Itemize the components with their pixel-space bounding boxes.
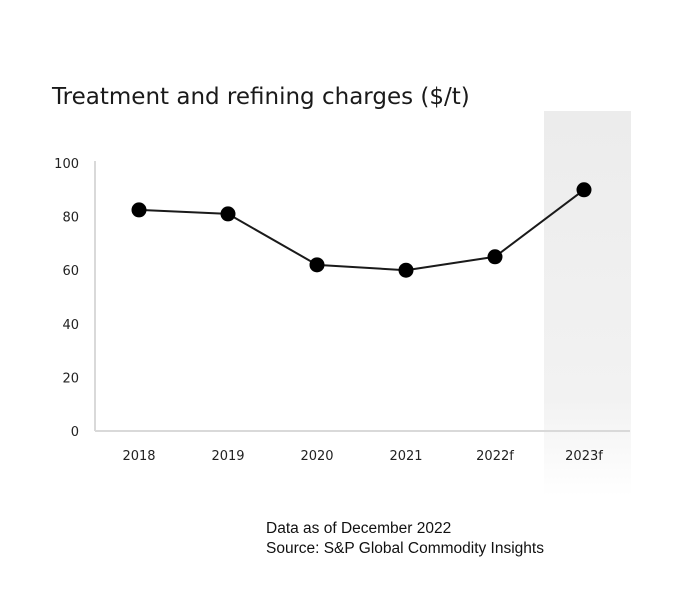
data-point-2021: [398, 262, 414, 278]
x-tick-label-2020: 2020: [300, 449, 333, 464]
x-tick-label-2021: 2021: [389, 449, 422, 464]
data-point-2019: [220, 206, 236, 222]
series-line-0: [138, 189, 585, 272]
chart-title: Treatment and refining charges ($/t): [52, 84, 470, 110]
forecast-highlight-band: [544, 111, 631, 496]
data-point-2023f: [576, 182, 592, 198]
x-tick-label-2022f: 2022f: [476, 449, 514, 464]
y-tick-label-40: 40: [62, 318, 79, 333]
y-tick-label-60: 60: [62, 264, 79, 279]
data-point-2022f: [487, 249, 503, 265]
y-tick-label-80: 80: [62, 211, 79, 226]
x-tick-label-2018: 2018: [122, 449, 155, 464]
data-point-2020: [309, 257, 325, 273]
y-tick-label-0: 0: [71, 425, 79, 440]
y-tick-label-20: 20: [62, 371, 79, 386]
chart-footnote: Data as of December 2022 Source: S&P Glo…: [266, 519, 544, 559]
x-tick-label-2023f: 2023f: [565, 449, 603, 464]
y-tick-label-100: 100: [54, 157, 79, 172]
source-note: Source: S&P Global Commodity Insights: [266, 540, 544, 557]
data-date-note: Data as of December 2022: [266, 520, 452, 537]
x-tick-label-2019: 2019: [211, 449, 244, 464]
data-point-2018: [131, 202, 147, 218]
